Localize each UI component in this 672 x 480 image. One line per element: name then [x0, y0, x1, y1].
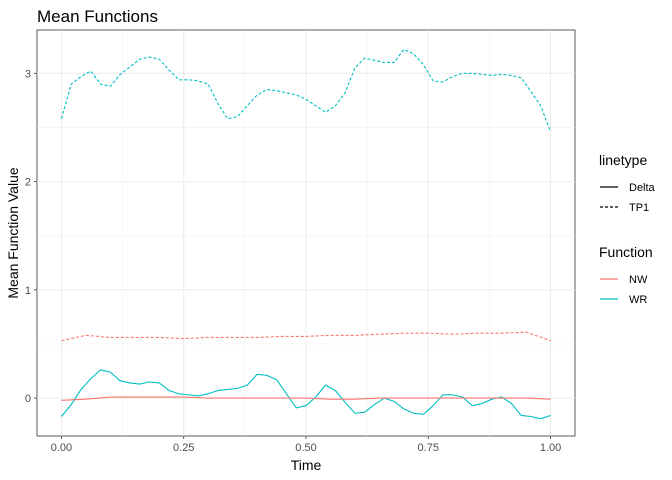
y-tick-label: 0	[25, 393, 31, 405]
legend-label: NW	[629, 274, 648, 286]
series-line-wr-tp1	[60, 48, 552, 132]
y-axis: 0 1 2 3	[25, 68, 37, 405]
plot-panel	[36, 29, 576, 437]
legend-title: Function	[599, 244, 653, 260]
series-line-nw-delta	[61, 396, 551, 401]
legend-label: WR	[629, 294, 647, 306]
x-tick-label: 1.00	[540, 442, 561, 454]
x-tick-label: 0.25	[173, 442, 194, 454]
x-tick-label: 0.00	[51, 442, 72, 454]
legend-label: Delta	[629, 182, 656, 194]
series-layer	[60, 48, 552, 420]
series-line-wr-delta	[61, 369, 551, 420]
x-axis-title: Time	[291, 457, 322, 473]
x-tick-label: 0.75	[418, 442, 439, 454]
x-tick-label: 0.50	[295, 442, 316, 454]
y-tick-label: 2	[25, 177, 31, 189]
gridlines	[37, 30, 575, 436]
series-line-nw-tp1	[61, 331, 551, 342]
legend-label: TP1	[629, 202, 649, 214]
y-tick-label: 3	[25, 68, 31, 80]
legend-title: linetype	[599, 152, 647, 168]
chart-title: Mean Functions	[37, 7, 158, 26]
y-tick-label: 1	[25, 285, 31, 297]
legends: linetype Delta TP1 Function NW WR	[599, 152, 656, 306]
y-axis-title: Mean Function Value	[5, 167, 21, 298]
x-axis: 0.00 0.25 0.50 0.75 1.00	[51, 436, 561, 454]
